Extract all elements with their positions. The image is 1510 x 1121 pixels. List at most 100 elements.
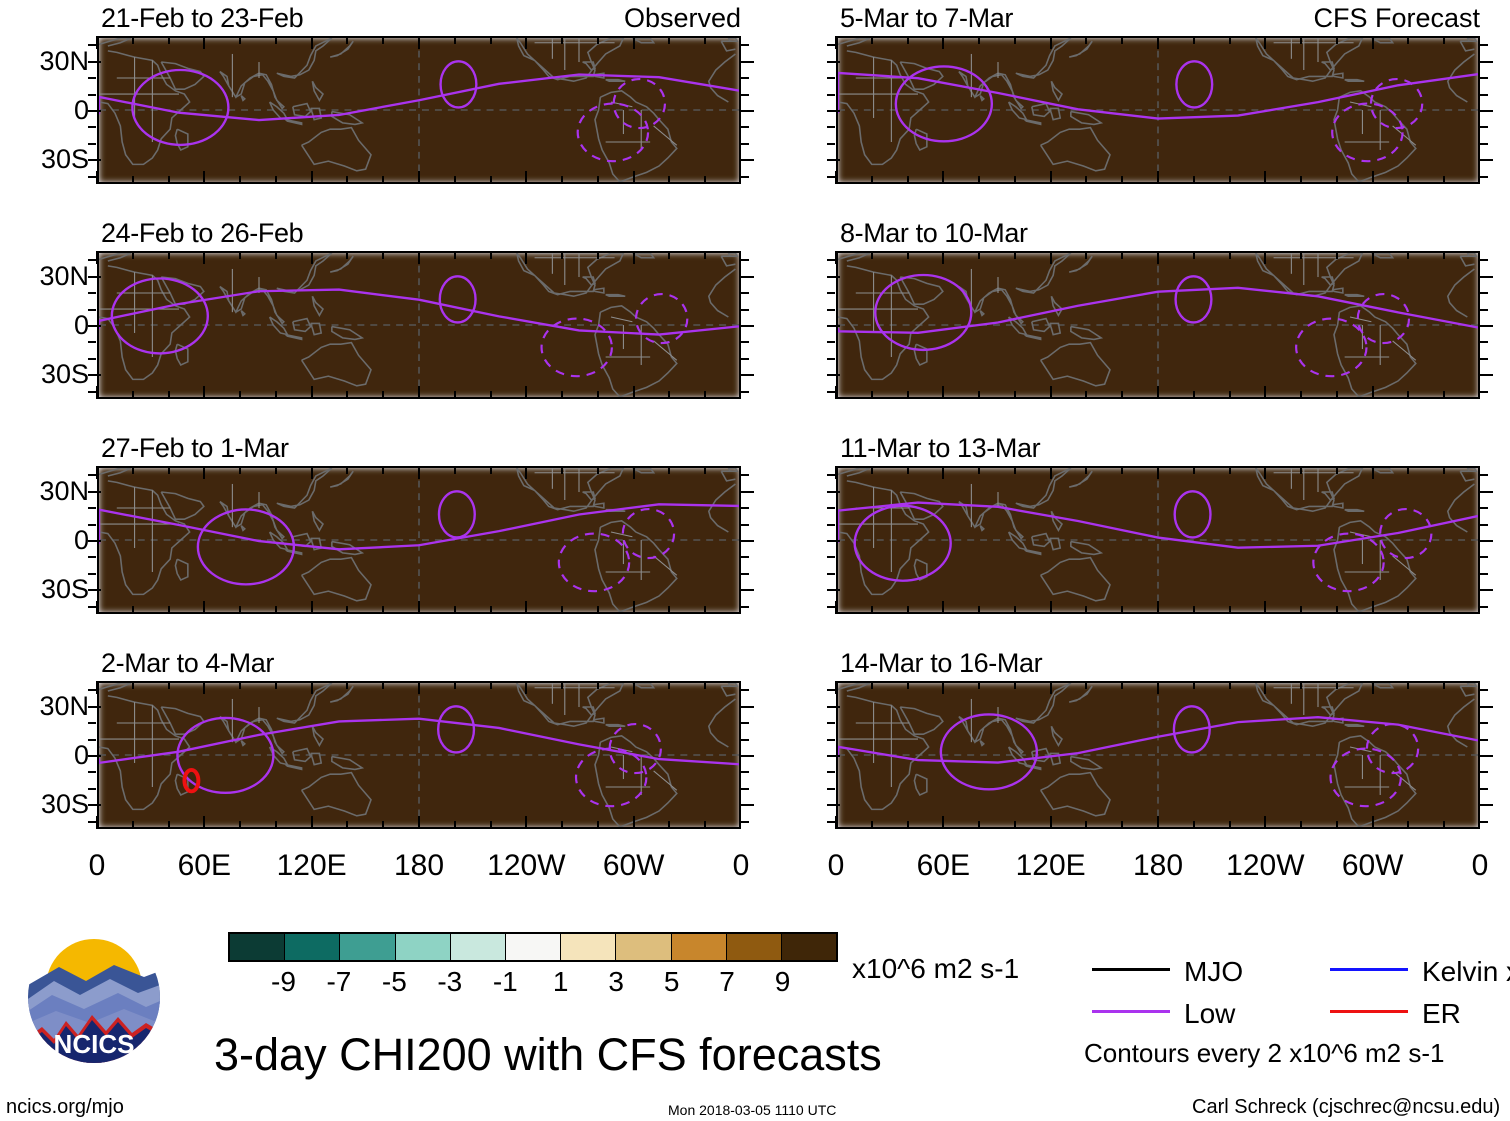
x-axis-tick [346,176,349,184]
footer-left-link[interactable]: ncics.org/mjo [6,1096,124,1118]
x-axis-tick [96,816,98,829]
x-axis-tick [632,386,635,399]
y-axis-tick [741,804,754,807]
y-axis-tick [741,325,754,327]
x-axis-tick [561,176,564,184]
x-axis-tick [1121,606,1124,614]
x-axis-tick [1049,171,1052,184]
x-axis-tick [632,601,635,614]
x-axis-tick [1264,466,1267,479]
observed-header: Observed [623,3,741,33]
x-axis-tick [1264,171,1267,184]
colorbar-tick--1: -1 [492,966,518,997]
x-axis-tick [167,176,170,184]
y-axis-tick [827,722,835,725]
x-axis-tick [978,36,981,44]
x-axis-tick [239,821,242,829]
x-axis-tick [1192,821,1195,829]
panel-title-7: 11-Mar to 13-Mar [840,433,1041,463]
x-axis-tick [525,171,528,184]
x-axis-tick [1407,176,1410,184]
x-axis-tick [1157,681,1159,694]
map-panel-8[interactable] [836,681,1480,829]
colorbar-swatch-8 [671,934,727,960]
y-axis-tick [88,556,96,559]
x-axis-tick [561,821,564,829]
y-axis-tick [88,390,96,393]
x-axis-tick [382,606,385,614]
x-axis-tick [310,36,313,49]
y-axis-tick [827,804,840,807]
y-axis-tick [827,755,840,757]
colorbar-tick--3: -3 [437,966,463,997]
colorbar-tick-5: 5 [663,966,680,997]
y-axis-tick [827,374,840,377]
x-axis-tick [596,391,599,399]
legend-line-kelvin-x2 [1330,968,1408,971]
y-axis-tick [741,308,749,311]
x-axis-tick [596,251,599,259]
x-axis-tick [942,171,945,184]
map-panel-7[interactable] [836,466,1480,614]
x-axis-tick [131,391,134,399]
x-axis-tick [453,681,456,689]
x-axis-tick [1443,251,1446,259]
ncics-logo[interactable]: NCICS [14,925,174,1080]
map-panel-5[interactable] [836,36,1480,184]
x-axis-tick [1335,606,1338,614]
y-axis-tick [88,689,96,692]
y-axis-tick [827,390,835,393]
x-axis-tick [835,171,837,184]
y-axis-tick [1480,308,1488,311]
x-axis-tick [525,601,528,614]
map-panel-6[interactable] [836,251,1480,399]
x-axis-tick [1371,816,1374,829]
y-axis-tick [741,523,749,526]
x-axis-tick [131,466,134,474]
x-axis-tick [1192,466,1195,474]
x-axis-tick [906,176,909,184]
panel-title-4: 2-Mar to 4-Mar [101,648,274,678]
x-axis-tick [596,176,599,184]
y-axis-tick [1480,259,1488,262]
x-axis-tick [1371,466,1374,479]
map-panel-3[interactable] [97,466,741,614]
x-axis-tick [596,821,599,829]
map-panel-1[interactable] [97,36,741,184]
x-axis-tick [1371,681,1374,694]
x-axis-tick [1407,606,1410,614]
x-axis-tick [1300,606,1303,614]
x-axis-tick [1407,821,1410,829]
map-panel-4[interactable] [97,681,741,829]
x-axis-tick [561,36,564,44]
x-axis-tick [1228,606,1231,614]
y-axis-tick [827,44,835,47]
x-axis-tick [704,391,707,399]
x-axis-tick [1192,251,1195,259]
x-axis-tick [978,176,981,184]
x-axis-tick [1371,601,1374,614]
x-axis-tick [167,391,170,399]
x-axis-tick [274,466,277,474]
x-axis-tick [870,466,873,474]
x-axis-tick [489,251,492,259]
y-axis-tick [741,507,749,510]
map-panel-2[interactable] [97,251,741,399]
x-axis-tick [668,36,671,44]
x-axis-tick [310,816,313,829]
y-axis-tick [741,722,749,725]
x-axis-label-180: 180 [393,849,445,882]
x-axis-tick [704,176,707,184]
x-axis-tick [1192,36,1195,44]
y-axis-tick [1480,44,1488,47]
y-axis-tick [741,820,749,823]
x-axis-tick [978,251,981,259]
x-axis-tick [1335,391,1338,399]
x-axis-tick [274,606,277,614]
y-axis-tick [741,540,754,542]
x-axis-tick [1407,36,1410,44]
y-axis-tick [1480,787,1488,790]
x-axis-tick [632,681,635,694]
y-axis-tick [827,159,840,162]
x-axis-tick [167,36,170,44]
